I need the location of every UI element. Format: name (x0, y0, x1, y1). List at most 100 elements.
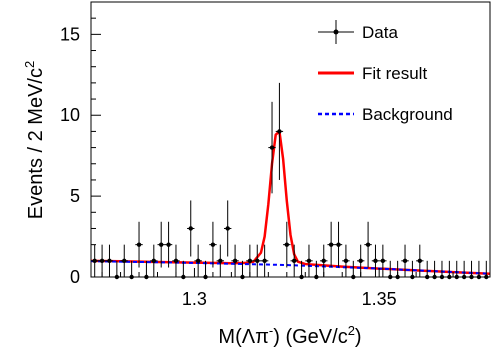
data-point (423, 260, 431, 280)
data-point-marker (439, 274, 445, 280)
data-point (187, 200, 195, 257)
data-point (231, 244, 239, 277)
data-point-marker (447, 274, 452, 280)
data-point-marker (210, 242, 216, 247)
legend: Data Fit result Background (318, 20, 453, 124)
data-point-marker (388, 274, 393, 280)
data-point (475, 260, 483, 280)
data-point (453, 260, 461, 280)
data-layer (91, 82, 490, 280)
data-point-marker (218, 258, 223, 264)
data-point (98, 244, 106, 277)
legend-entry: Fit result (318, 64, 427, 83)
data-point (260, 244, 269, 277)
data-point-marker (144, 274, 149, 280)
data-point-marker (365, 242, 371, 247)
data-point-marker (181, 274, 186, 280)
data-point (275, 82, 284, 180)
y-axis-label: Events / 2 MeV/c2 (22, 61, 47, 219)
y-tick-label: 5 (70, 186, 80, 206)
data-point-marker (136, 242, 142, 247)
data-point (312, 260, 321, 280)
data-point (268, 101, 276, 194)
data-point-marker (151, 258, 157, 264)
axis-labels: M(Λπ-) (GeV/c2)Events / 2 MeV/c2 (22, 61, 362, 348)
data-point-marker (247, 258, 253, 264)
data-point-marker (99, 258, 105, 264)
data-point-marker (380, 258, 386, 264)
data-point-marker (158, 242, 164, 247)
data-point (327, 221, 335, 268)
data-point-marker (166, 242, 171, 247)
data-point (408, 260, 417, 280)
data-point-marker (122, 258, 127, 264)
data-point-marker (269, 145, 275, 150)
data-point (290, 244, 298, 277)
legend-symbol-marker (333, 29, 339, 35)
data-point (305, 244, 313, 277)
data-point (379, 244, 387, 277)
data-point (157, 221, 165, 268)
x-axis-label-unit: ) (GeV/c (273, 326, 347, 348)
data-point (320, 244, 328, 277)
data-point (482, 260, 490, 280)
data-point (194, 244, 202, 277)
data-point (386, 260, 394, 280)
data-point (371, 244, 380, 277)
legend-label: Data (362, 23, 398, 42)
data-point (297, 260, 306, 280)
data-point (172, 244, 180, 277)
data-point-marker (240, 274, 245, 280)
legend-entry: Data (318, 20, 398, 44)
data-point (364, 221, 372, 268)
x-axis-label-sup: - (269, 323, 273, 338)
data-point-marker (343, 258, 349, 264)
data-point-marker (402, 258, 408, 264)
data-point (179, 260, 188, 280)
data-point-marker (417, 258, 423, 264)
data-point-marker (476, 274, 482, 280)
data-point (438, 260, 446, 280)
data-point (342, 244, 350, 277)
data-point (460, 260, 468, 280)
data-point (164, 221, 173, 268)
data-point-marker (484, 274, 489, 280)
data-point-marker (321, 258, 326, 264)
x-tick-label: 1.3 (182, 289, 207, 309)
data-point-marker (291, 258, 297, 264)
data-point-marker (336, 242, 341, 247)
data-point-marker (262, 258, 267, 264)
data-point (401, 244, 409, 277)
data-point-marker (299, 274, 304, 280)
series-line-fit-result (91, 130, 490, 276)
legend-label: Fit result (362, 64, 427, 83)
data-point-marker (232, 258, 238, 264)
data-point (105, 244, 114, 277)
data-point (224, 200, 232, 257)
data-point-marker (114, 274, 120, 280)
data-point-marker (314, 274, 319, 280)
data-point-marker (306, 258, 312, 264)
data-point-marker (277, 129, 282, 134)
data-point (135, 221, 143, 268)
y-axis-label-main: Events / 2 MeV/c (25, 68, 47, 219)
data-point (445, 260, 454, 280)
data-point-marker (358, 258, 363, 264)
x-axis-label: M(Λπ-) (GeV/c2) (218, 323, 361, 348)
data-point (238, 260, 247, 280)
data-point-marker (424, 274, 430, 280)
y-axis-label-sup: 2 (22, 61, 37, 68)
data-point (253, 244, 261, 277)
data-point (120, 244, 128, 277)
data-point-marker (461, 274, 467, 280)
data-point-marker (328, 242, 334, 247)
series-line-background (91, 260, 490, 275)
data-point (334, 221, 343, 268)
data-point-marker (284, 242, 290, 247)
data-point (142, 260, 151, 280)
data-point-marker (173, 258, 179, 264)
legend-label: Background (362, 105, 453, 124)
x-axis-label-unit-sup: 2 (348, 323, 355, 338)
data-point (201, 260, 210, 280)
